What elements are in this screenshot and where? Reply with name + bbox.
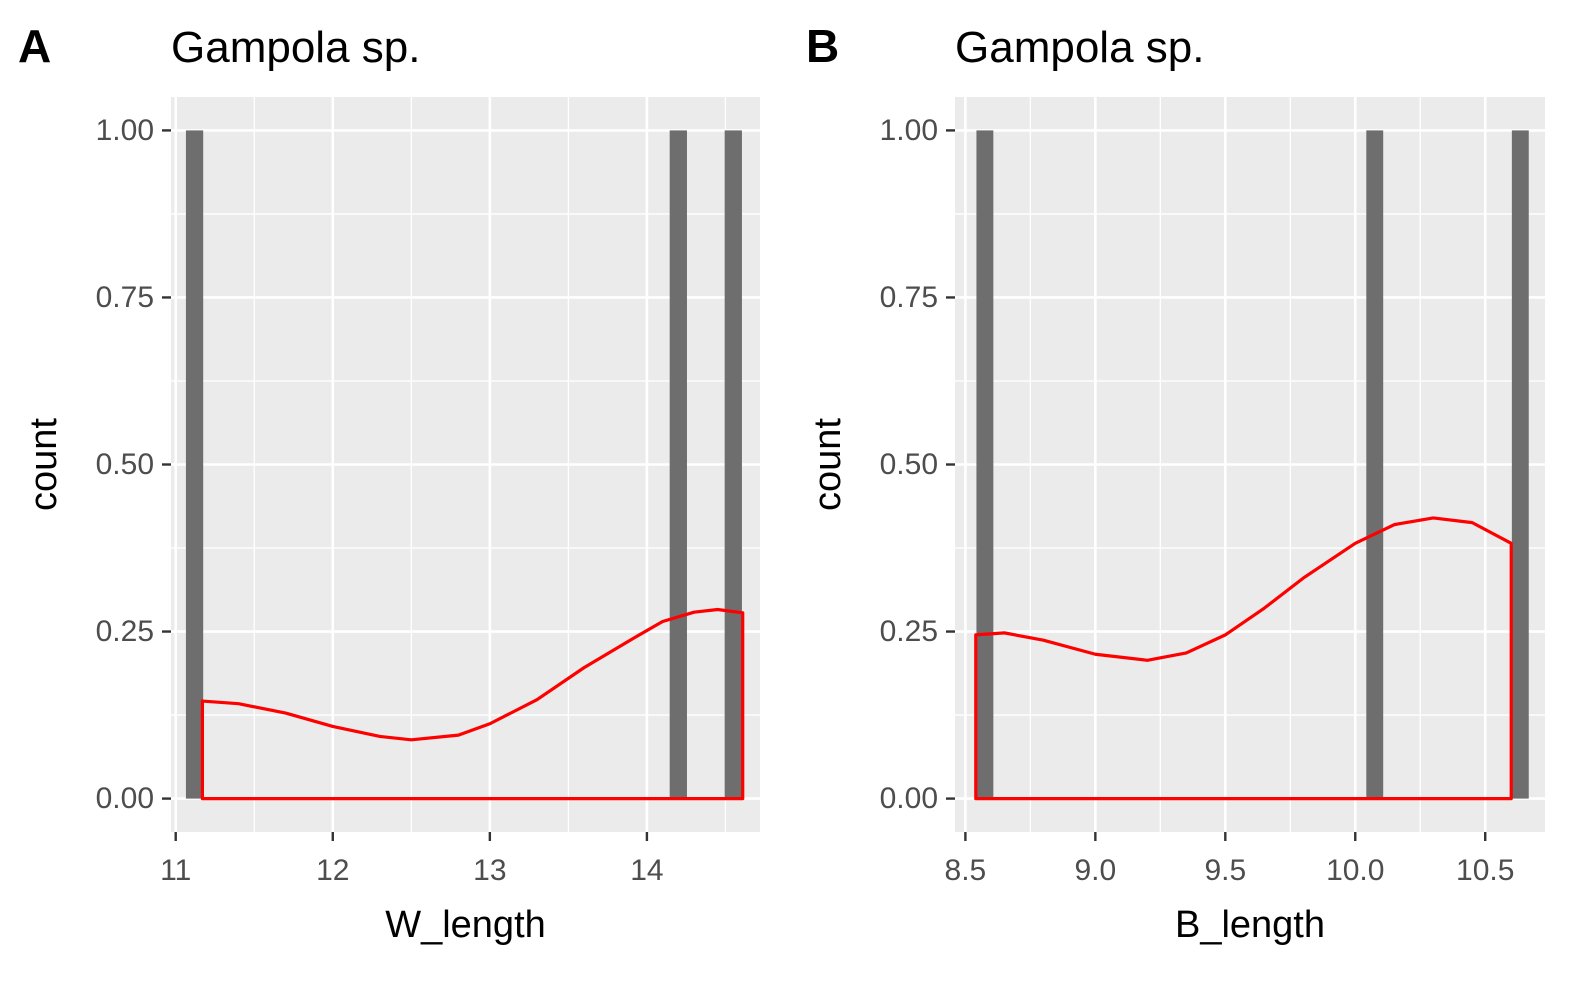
chart-panel-a: 0.00 0.25 0.50 0.75 1.00 11 12 13 14 W_length coun… — [18, 20, 760, 946]
panel-tag: B — [806, 20, 839, 72]
y-tick-label: 0.50 — [96, 448, 154, 481]
y-tick-label: 0.75 — [96, 281, 154, 314]
x-tick-label: 9.5 — [1204, 854, 1246, 887]
y-axis-title: count — [807, 418, 849, 511]
y-tick-label: 1.00 — [880, 114, 938, 147]
x-tick-label: 13 — [473, 854, 506, 887]
histogram-bar-1 — [185, 130, 204, 799]
x-tick-label: 8.5 — [945, 854, 987, 887]
y-axis-title: count — [23, 418, 65, 511]
chart-title: Gampola sp. — [955, 23, 1204, 72]
histogram-bar-2 — [669, 130, 687, 799]
y-tick-label: 0.75 — [880, 281, 938, 314]
y-tick-label: 0.00 — [96, 782, 154, 815]
y-tick-label: 0.50 — [880, 448, 938, 481]
histogram-bar-3 — [1511, 130, 1529, 799]
x-tick-label: 12 — [316, 854, 349, 887]
y-tick-label: 1.00 — [96, 114, 154, 147]
x-tick-label: 9.0 — [1074, 854, 1116, 887]
x-tick-label: 10.5 — [1456, 854, 1514, 887]
x-axis-title: W_length — [385, 904, 546, 946]
y-tick-label: 0.00 — [880, 782, 938, 815]
x-tick-label: 14 — [630, 854, 663, 887]
y-tick-label: 0.25 — [96, 615, 154, 648]
density-curve — [974, 516, 1513, 801]
chart-title: Gampola sp. — [171, 23, 420, 72]
histogram-bar-2 — [1366, 130, 1384, 799]
x-tick-label: 11 — [160, 854, 191, 887]
histogram-bar-3 — [724, 130, 742, 799]
density-curve — [200, 607, 745, 801]
x-axis-title: B_length — [1175, 904, 1325, 946]
chart-panel-b: 0.00 0.25 0.50 0.75 1.00 8.5 9.0 9.5 10.0 10.5 B_l… — [806, 20, 1545, 946]
panel-tag: A — [18, 20, 51, 72]
x-tick-label: 10.0 — [1326, 854, 1384, 887]
histogram-bar-1 — [976, 130, 994, 799]
y-tick-label: 0.25 — [880, 615, 938, 648]
